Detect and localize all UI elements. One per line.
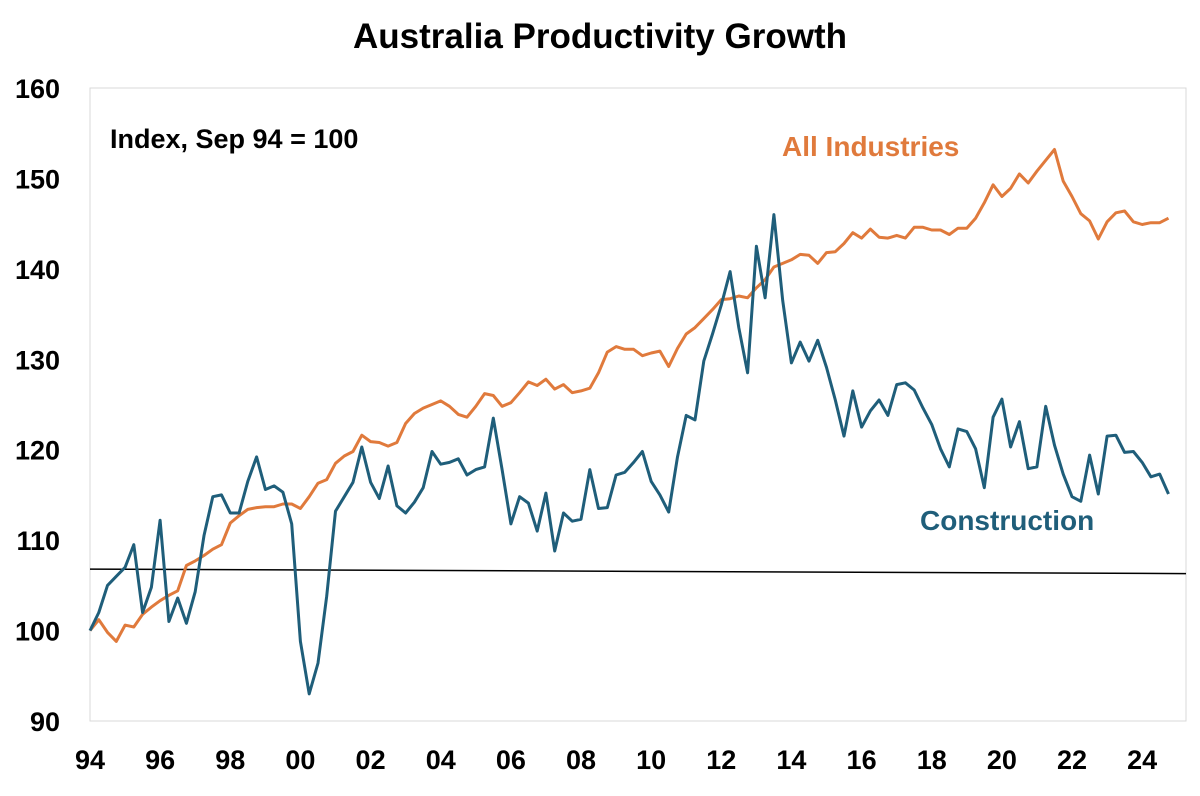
x-tick-label: 18	[917, 745, 947, 775]
x-tick-label: 22	[1057, 745, 1087, 775]
x-tick-label: 16	[847, 745, 877, 775]
reference-line	[89, 568, 1187, 575]
y-tick-label: 120	[15, 436, 60, 466]
x-tick-label: 10	[636, 745, 666, 775]
x-axis: 94 96 98 00 02 04 06 08 10 12 14 16 18 20 22 24	[75, 745, 1157, 775]
x-tick-label: 08	[566, 745, 596, 775]
x-tick-label: 12	[706, 745, 736, 775]
x-tick-label: 06	[496, 745, 526, 775]
y-tick-label: 110	[16, 526, 60, 556]
y-tick-label: 100	[15, 617, 60, 647]
construction-label: Construction	[920, 505, 1094, 536]
y-axis: 90 100 110 120 130 140 150 160	[15, 74, 60, 737]
y-tick-label: 90	[30, 707, 60, 737]
y-tick-label: 150	[15, 164, 60, 194]
x-tick-label: 20	[987, 745, 1017, 775]
x-tick-label: 00	[285, 745, 315, 775]
all-industries-line	[88, 148, 1170, 643]
x-tick-label: 14	[776, 745, 806, 775]
x-tick-label: 02	[356, 745, 386, 775]
construction-line	[88, 213, 1170, 696]
y-tick-label: 160	[15, 74, 60, 104]
index-note: Index, Sep 94 = 100	[110, 124, 358, 154]
plot-area	[89, 87, 1187, 722]
x-tick-label: 98	[215, 745, 245, 775]
chart-title: Australia Productivity Growth	[353, 17, 847, 56]
x-tick-label: 04	[426, 745, 456, 775]
x-tick-label: 24	[1127, 745, 1157, 775]
x-tick-label: 94	[75, 745, 105, 775]
all-industries-label: All Industries	[782, 131, 959, 162]
x-tick-label: 96	[145, 745, 175, 775]
y-tick-label: 140	[15, 255, 60, 285]
y-tick-label: 130	[15, 345, 60, 375]
